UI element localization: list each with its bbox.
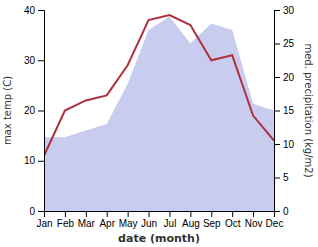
plot: JanFebMarAprMayJunJulAugSepOctNovDec0102… <box>2 5 314 245</box>
x-tick-label: Dec <box>266 218 284 229</box>
x-tick-label: Jul <box>164 218 177 229</box>
y-tick-label: 0 <box>29 206 35 217</box>
y2-axis-title: med. precipitation (kg/m2) <box>303 43 314 177</box>
y2-tick: 15 <box>274 105 295 116</box>
x-tick-label: Feb <box>57 218 75 229</box>
x-tick-label: Mar <box>78 218 96 229</box>
y2-axis: 0 5 10 15 20 25 30 <box>274 5 295 217</box>
x-tick: May <box>119 211 138 229</box>
x-tick-label: Nov <box>245 218 263 229</box>
y-axis-title: max temp (C) <box>2 76 13 145</box>
chart: JanFebMarAprMayJunJulAugSepOctNovDec0102… <box>0 0 318 247</box>
y2-tick-mark <box>274 77 280 78</box>
y2-tick: 0 <box>274 206 289 217</box>
y-tick-mark <box>38 111 44 112</box>
y-tick: 10 <box>24 155 44 166</box>
y2-tick-mark <box>274 44 280 45</box>
y-tick-mark <box>38 161 44 162</box>
x-tick-label: Apr <box>99 218 115 229</box>
y-tick-label: 30 <box>24 55 36 66</box>
x-tick: Nov <box>245 211 263 229</box>
y2-tick-label: 30 <box>283 5 295 16</box>
x-tick-mark <box>107 211 108 217</box>
y-tick: 20 <box>24 105 44 116</box>
y-tick: 40 <box>24 5 44 16</box>
y2-tick: 5 <box>274 172 289 183</box>
y-tick-label: 40 <box>24 5 36 16</box>
x-tick: Jan <box>36 211 52 229</box>
y2-tick-mark <box>274 144 280 145</box>
axis-line <box>45 212 275 218</box>
x-tick-label: Sep <box>203 218 221 229</box>
x-tick-label: Jan <box>36 218 52 229</box>
y-tick-mark <box>38 211 44 212</box>
x-tick-mark <box>190 211 191 217</box>
y2-tick-label: 15 <box>283 105 295 116</box>
y-tick-label: 20 <box>24 105 36 116</box>
x-tick-mark <box>65 211 66 217</box>
x-tick-label: Jun <box>141 218 157 229</box>
x-tick-mark <box>86 211 87 217</box>
y-tick: 0 <box>29 206 44 217</box>
x-tick-label: May <box>119 218 138 229</box>
y-axis: 0 10 20 30 40 <box>24 5 45 217</box>
x-tick-mark <box>169 211 170 217</box>
x-tick: Jul <box>164 211 177 229</box>
y-tick-label: 10 <box>24 155 36 166</box>
y2-tick-mark <box>274 211 280 212</box>
x-tick: Jun <box>141 211 157 229</box>
x-axis-title: date (month) <box>118 232 200 245</box>
x-tick-mark <box>149 211 150 217</box>
x-axis: Jan FebMarApr MayJun Jul AugSep Oct NovDec <box>36 211 283 229</box>
y2-tick: 30 <box>274 5 295 16</box>
y2-tick-label: 20 <box>283 72 295 83</box>
y2-tick-mark <box>274 10 280 11</box>
x-tick: Sep <box>203 211 221 229</box>
x-tick: Aug <box>182 211 200 229</box>
y2-tick-mark <box>274 111 280 112</box>
y-tick-mark <box>38 10 44 11</box>
x-tick-mark <box>232 211 233 217</box>
line <box>44 15 274 156</box>
y2-tick: 20 <box>274 72 295 83</box>
y2-tick: 25 <box>274 38 295 49</box>
x-tick-mark <box>211 211 212 217</box>
x-tick: Feb <box>57 211 75 229</box>
marks <box>44 15 274 211</box>
y-tick: 30 <box>24 55 44 66</box>
x-tick-mark <box>128 211 129 217</box>
x-tick: Mar <box>78 211 96 229</box>
axis-line <box>38 11 45 212</box>
x-tick: Oct <box>225 211 241 229</box>
y-tick-mark <box>38 60 44 61</box>
y2-tick-label: 5 <box>283 172 289 183</box>
x-tick-mark <box>253 211 254 217</box>
x-tick-label: Oct <box>225 218 241 229</box>
area <box>44 17 274 211</box>
x-tick: Dec <box>266 211 284 229</box>
x-tick: Apr <box>99 211 115 229</box>
y2-tick-label: 25 <box>283 38 295 49</box>
x-tick-label: Aug <box>182 218 200 229</box>
y2-tick-label: 0 <box>283 206 289 217</box>
y2-tick-mark <box>274 178 280 179</box>
y2-tick-label: 10 <box>283 139 295 150</box>
y2-tick: 10 <box>274 139 295 150</box>
axis-line <box>275 11 281 212</box>
